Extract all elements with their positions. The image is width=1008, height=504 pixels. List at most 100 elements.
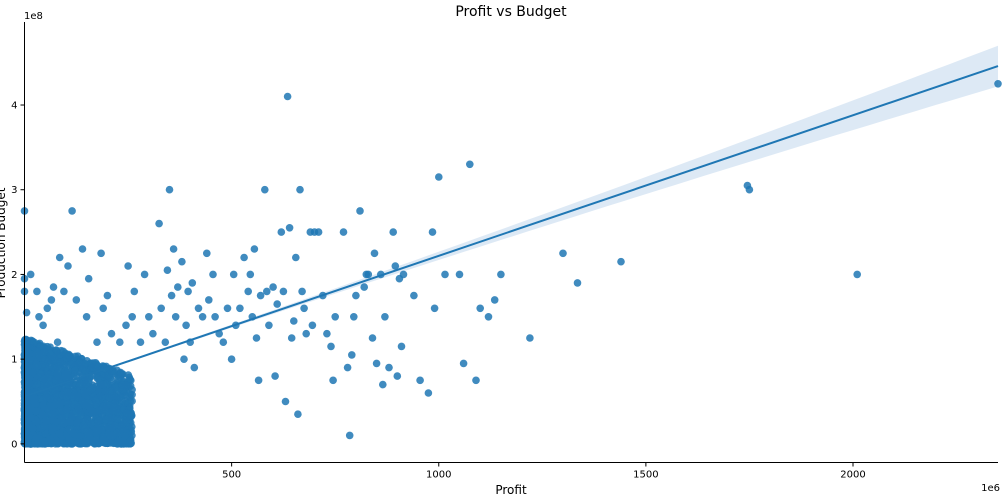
data-point-cluster [99, 381, 108, 389]
data-point-cluster [40, 382, 48, 390]
data-point-63 [240, 253, 248, 262]
data-point-24 [107, 329, 116, 338]
data-point-cluster [49, 424, 57, 432]
axis-ticks-layer: 500 1000 1500 2000 0 1 2 3 4 [11, 101, 866, 481]
data-point-cluster [47, 403, 55, 411]
data-point-29 [130, 287, 139, 296]
data-point-43 [178, 257, 186, 266]
data-point-cluster [27, 414, 35, 422]
data-point-67 [250, 245, 259, 253]
y-tick-label: 2 [11, 270, 17, 281]
data-point-cluster [56, 417, 65, 425]
data-point-cluster [48, 439, 56, 447]
data-point-cluster [85, 429, 94, 437]
regression-line-layer [24, 65, 999, 398]
data-point-76 [273, 300, 282, 308]
data-point-cluster [48, 352, 57, 361]
data-point-cluster [71, 366, 79, 375]
data-point-111 [372, 359, 381, 368]
data-point-cluster [40, 422, 48, 431]
data-point-13 [60, 287, 68, 296]
data-point-cluster [99, 435, 107, 444]
data-point-cluster [80, 387, 88, 396]
data-point-100 [343, 363, 352, 372]
data-point-cluster [94, 416, 103, 425]
x-tick-label: 500 [222, 470, 241, 481]
data-point-cluster [65, 351, 73, 360]
data-point-62 [236, 304, 244, 313]
data-point-cluster [79, 439, 88, 448]
data-point-36 [161, 338, 170, 347]
data-point-64 [244, 287, 252, 296]
data-point-125 [428, 228, 437, 236]
data-point-9 [47, 296, 56, 304]
data-point-79 [281, 397, 290, 406]
data-point-126 [430, 304, 439, 313]
chart-title: Profit vs Budget [455, 4, 567, 20]
data-point-96 [327, 342, 335, 351]
data-point-28 [128, 313, 136, 321]
data-point-58 [223, 304, 232, 313]
data-point-cluster [32, 434, 41, 442]
data-point-85 [294, 410, 302, 419]
data-point-cluster [125, 411, 134, 419]
data-point-cluster [106, 374, 115, 382]
data-point-cluster [25, 420, 33, 429]
y-tick-label: 1 [11, 355, 17, 366]
data-point-144 [994, 80, 1002, 88]
data-point-98 [331, 313, 340, 321]
data-point-117 [391, 262, 400, 270]
data-point-cluster [22, 408, 30, 417]
data-point-cluster [91, 435, 100, 444]
data-point-cluster [52, 346, 60, 355]
data-point-18 [82, 313, 91, 321]
data-point-21 [97, 249, 105, 258]
y-tick-label: 0 [11, 439, 17, 450]
data-point-19 [84, 274, 93, 283]
data-point-cluster [35, 351, 43, 359]
data-point-cluster [28, 337, 37, 345]
data-point-51 [198, 313, 207, 321]
data-point-cluster [42, 393, 51, 401]
data-point-124 [424, 389, 433, 397]
data-point-cluster [61, 370, 70, 379]
data-point-cluster [107, 439, 115, 447]
data-point-80 [283, 92, 292, 101]
data-point-54 [209, 270, 217, 279]
data-point-6 [35, 313, 43, 321]
data-point-142 [745, 185, 754, 194]
data-point-3 [22, 308, 31, 317]
data-point-138 [559, 249, 567, 258]
data-point-cluster [67, 360, 75, 369]
data-point-78 [279, 287, 288, 296]
data-point-39 [167, 291, 176, 300]
x-tick-label: 1500 [633, 470, 658, 481]
data-point-cluster [128, 397, 136, 405]
data-point-cluster [122, 418, 131, 427]
data-point-70 [256, 291, 265, 300]
data-point-cluster [22, 434, 30, 443]
confidence-band [24, 45, 998, 399]
data-point-cluster [73, 419, 81, 428]
data-point-48 [188, 279, 197, 287]
data-point-11 [53, 338, 62, 347]
data-point-cluster [42, 416, 50, 425]
data-point-120 [397, 342, 406, 351]
data-point-cluster [81, 368, 90, 376]
data-point-49 [190, 363, 199, 372]
data-point-cluster [102, 415, 110, 424]
x-offset-label: 1e6 [981, 483, 1000, 494]
data-point-140 [617, 257, 625, 266]
y-tick-label: 3 [11, 185, 17, 196]
data-point-12 [55, 253, 64, 262]
data-point-cluster [108, 432, 117, 440]
data-point-40 [169, 245, 178, 253]
data-point-cluster [113, 375, 122, 384]
data-point-42 [174, 283, 182, 291]
data-point-26 [122, 321, 130, 330]
data-point-77 [277, 228, 286, 236]
data-point-129 [455, 270, 464, 279]
data-point-108 [364, 270, 373, 279]
data-point-31 [140, 270, 149, 279]
data-point-73 [265, 321, 273, 330]
